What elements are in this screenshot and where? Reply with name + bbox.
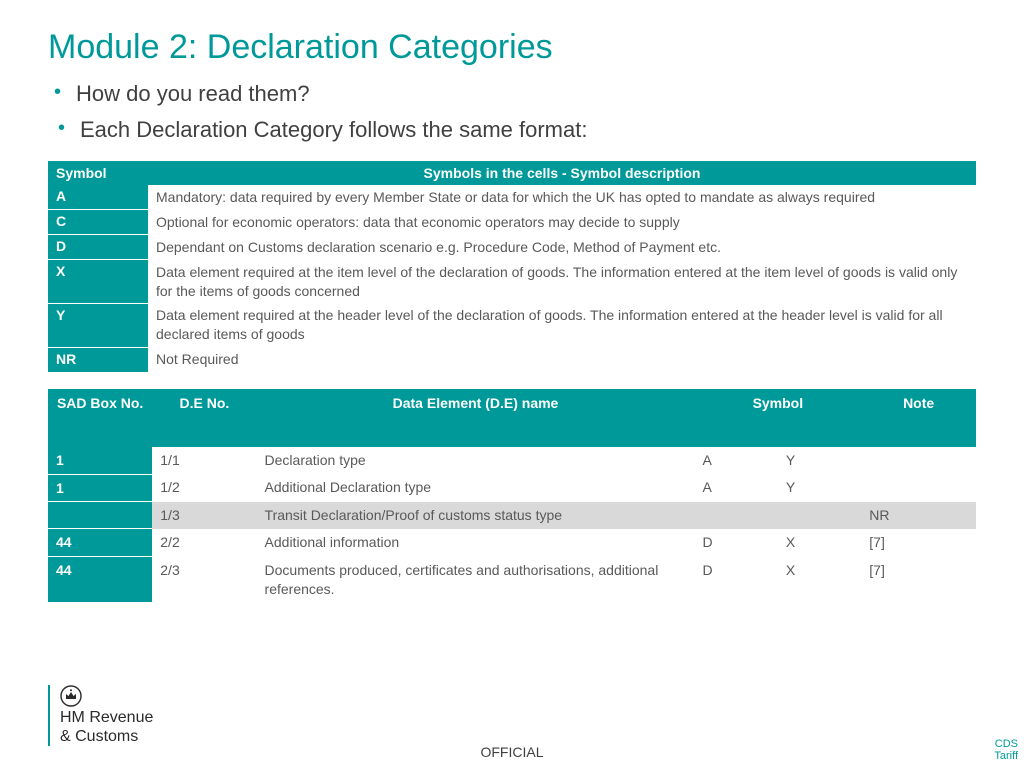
col-dename: Data Element (D.E) name <box>257 389 695 447</box>
col-desc: Symbols in the cells - Symbol descriptio… <box>148 161 976 185</box>
table-row: 442/3Documents produced, certificates an… <box>48 557 976 603</box>
cell: Additional Declaration type <box>257 474 695 502</box>
cell: 2/2 <box>152 529 256 557</box>
cell <box>861 474 976 502</box>
hmrc-logo: HM Revenue & Customs <box>48 685 153 746</box>
symbol-cell: C <box>48 210 148 235</box>
desc-cell: Mandatory: data required by every Member… <box>148 185 976 210</box>
desc-cell: Data element required at the item level … <box>148 260 976 304</box>
symbol-cell: A <box>48 185 148 210</box>
cell: 1 <box>48 447 152 474</box>
cell: Y <box>778 474 861 502</box>
symbol-cell: Y <box>48 303 148 347</box>
elements-table: SAD Box No. D.E No. Data Element (D.E) n… <box>48 389 976 603</box>
bullet-item: Each Declaration Category follows the sa… <box>48 117 976 143</box>
symbol-cell: D <box>48 235 148 260</box>
cell <box>778 502 861 529</box>
col-symbol: Symbol <box>48 161 148 185</box>
cell: X <box>778 529 861 557</box>
desc-cell: Not Required <box>148 347 976 372</box>
desc-cell: Optional for economic operators: data th… <box>148 210 976 235</box>
cell: X <box>778 557 861 603</box>
cell: 1/2 <box>152 474 256 502</box>
cell: Y <box>778 447 861 474</box>
col-sadbox: SAD Box No. <box>48 389 152 447</box>
table-row: 11/1Declaration typeAY <box>48 447 976 474</box>
cell: 44 <box>48 557 152 603</box>
cell <box>48 502 152 529</box>
table-row: 11/2Additional Declaration typeAY <box>48 474 976 502</box>
table-row: NRNot Required <box>48 347 976 372</box>
table-row: XData element required at the item level… <box>48 260 976 304</box>
cell: Documents produced, certificates and aut… <box>257 557 695 603</box>
cell: 1/3 <box>152 502 256 529</box>
symbol-cell: X <box>48 260 148 304</box>
cell: [7] <box>861 529 976 557</box>
desc-cell: Dependant on Customs declaration scenari… <box>148 235 976 260</box>
cell: A <box>694 447 777 474</box>
cell: NR <box>861 502 976 529</box>
col-deno: D.E No. <box>152 389 256 447</box>
table-row: AMandatory: data required by every Membe… <box>48 185 976 210</box>
col-symbol: Symbol <box>694 389 861 447</box>
classification-footer: OFFICIAL <box>0 744 1024 760</box>
logo-text: HM Revenue <box>60 709 153 727</box>
crown-icon <box>60 685 82 707</box>
bullet-item: How do you read them? <box>48 81 976 107</box>
symbol-cell: NR <box>48 347 148 372</box>
cell: A <box>694 474 777 502</box>
cell: 2/3 <box>152 557 256 603</box>
desc-cell: Data element required at the header leve… <box>148 303 976 347</box>
cell: Additional information <box>257 529 695 557</box>
table-row: COptional for economic operators: data t… <box>48 210 976 235</box>
page-title: Module 2: Declaration Categories <box>48 28 976 67</box>
table-row: YData element required at the header lev… <box>48 303 976 347</box>
side-label: CDS Tariff <box>988 738 1018 762</box>
bullet-list: How do you read them? Each Declaration C… <box>48 81 976 143</box>
cell: 1 <box>48 474 152 502</box>
cell: D <box>694 529 777 557</box>
cell: D <box>694 557 777 603</box>
cell <box>861 447 976 474</box>
cell: [7] <box>861 557 976 603</box>
table-row: 442/2Additional informationDX[7] <box>48 529 976 557</box>
cell: Transit Declaration/Proof of customs sta… <box>257 502 695 529</box>
cell: 1/1 <box>152 447 256 474</box>
symbols-table: Symbol Symbols in the cells - Symbol des… <box>48 161 976 373</box>
table-row: DDependant on Customs declaration scenar… <box>48 235 976 260</box>
col-note: Note <box>861 389 976 447</box>
cell: Declaration type <box>257 447 695 474</box>
cell <box>694 502 777 529</box>
table-row: 1/3Transit Declaration/Proof of customs … <box>48 502 976 529</box>
cell: 44 <box>48 529 152 557</box>
